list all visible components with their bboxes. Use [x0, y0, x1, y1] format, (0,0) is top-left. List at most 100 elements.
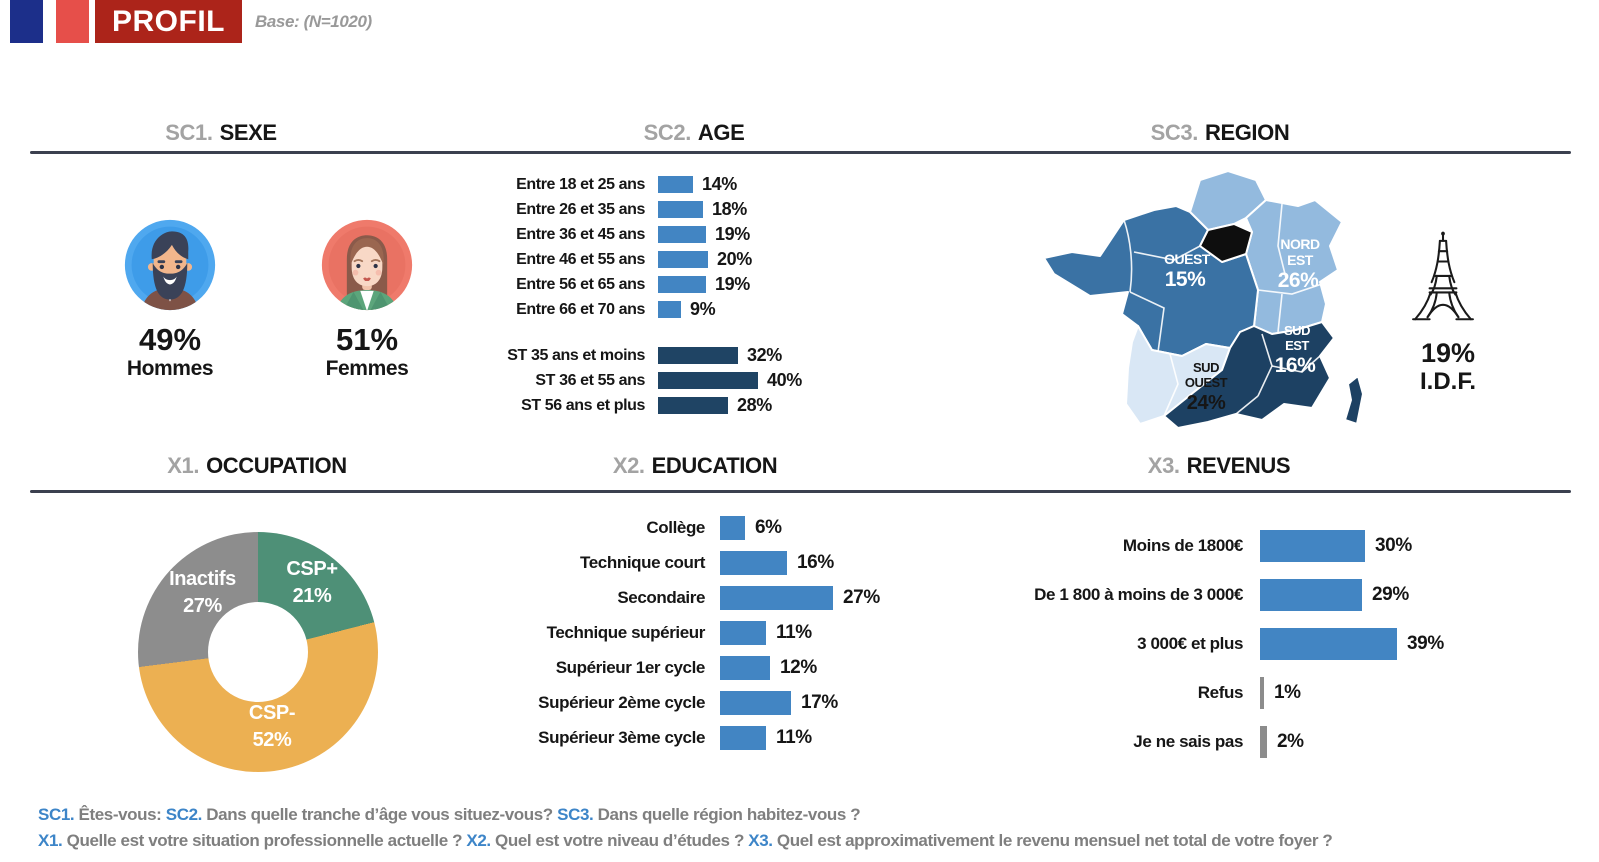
bar-value: 2% — [1277, 731, 1304, 752]
section-label: REGION — [1204, 120, 1290, 145]
bar-row: Je ne sais pas 2% — [1018, 726, 1444, 758]
bar-value: 14% — [702, 174, 737, 194]
donut-slice-name: Inactifs — [169, 568, 236, 590]
map-label-sud-est: EST — [1285, 338, 1309, 353]
section-prefix: SC1. — [165, 120, 213, 145]
footer-question-line-1: SC1. Êtes-vous: SC2. Dans quelle tranche… — [38, 802, 861, 828]
section-title-occupation: X1. OCCUPATION — [132, 453, 382, 479]
bar-label: ST 36 et 55 ans — [535, 371, 645, 389]
bar-value: 20% — [717, 249, 752, 269]
donut-slice-name: CSP- — [248, 702, 296, 724]
bar-value: 9% — [690, 299, 716, 319]
bar-value: 18% — [712, 199, 747, 219]
idf-percentage: 19% — [1420, 338, 1476, 368]
question-text: Quel est votre niveau d’études ? — [490, 831, 749, 850]
age-subtotal-bar-chart: ST 35 ans et moins 32% ST 36 et 55 ans 40% S… — [415, 345, 802, 422]
question-code: SC1. — [38, 805, 75, 824]
revenus-bar-chart: Moins de 1800€ 30% De 1 800 à moins de 3 0… — [1018, 530, 1444, 775]
bar-label: Entre 36 et 45 ans — [516, 225, 645, 243]
donut-slice-value: 27% — [183, 595, 222, 617]
bar-value: 27% — [843, 587, 880, 608]
map-value-sud-ouest: 24% — [1187, 392, 1226, 414]
bar — [720, 551, 787, 575]
bar-row: Entre 56 et 65 ans 19% — [415, 274, 752, 294]
bar — [658, 176, 693, 193]
bar-row: Entre 46 et 55 ans 20% — [415, 249, 752, 269]
map-value-nord-est: 26% — [1278, 269, 1319, 292]
eiffel-tower-icon — [1412, 231, 1474, 321]
section-title-education: X2. EDUCATION — [570, 453, 820, 479]
section-prefix: SC2. — [643, 120, 692, 145]
donut-label-csp-minus: CSP- 52% — [222, 700, 322, 754]
bar — [658, 347, 738, 364]
bar-row: Entre 18 et 25 ans 14% — [415, 174, 752, 194]
bar-row: Technique court 16% — [430, 551, 880, 575]
bar-value: 11% — [776, 727, 812, 748]
section-title-sexe: SC1. SEXE — [96, 120, 346, 146]
map-label-sud-ouest: SUD — [1193, 360, 1219, 375]
bar — [1260, 579, 1362, 611]
education-bar-chart: Collège 6% Technique court 16% Secondaire 27%… — [430, 516, 880, 761]
bar-label: ST 56 ans et plus — [521, 396, 645, 414]
bar-value: 30% — [1375, 535, 1412, 556]
question-code: X1. — [38, 831, 63, 850]
question-text: Quel est approximativement le revenu men… — [772, 831, 1333, 850]
region-inner-border — [1129, 291, 1165, 353]
bar-row: Entre 36 et 45 ans 19% — [415, 224, 752, 244]
bar-row: ST 56 ans et plus 28% — [415, 395, 802, 415]
bar-label: 3 000€ et plus — [1137, 634, 1243, 653]
section-label: SEXE — [219, 120, 278, 145]
bar — [658, 251, 708, 268]
man-avatar-icon — [124, 219, 216, 311]
region-inner-border — [1271, 355, 1321, 373]
bar-label: Entre 46 et 55 ans — [516, 250, 645, 268]
bar-label: Secondaire — [617, 588, 705, 607]
bar-row: De 1 800 à moins de 3 000€ 29% — [1018, 579, 1444, 611]
donut-label-inactifs: Inactifs 27% — [150, 566, 255, 620]
bar-value: 39% — [1407, 633, 1444, 654]
region-inner-border — [1277, 293, 1283, 333]
bar-value: 19% — [715, 274, 750, 294]
map-label-sud-est: SUD — [1284, 323, 1310, 338]
map-label-nord-est: EST — [1287, 252, 1314, 268]
map-label-sud-ouest: OUEST — [1185, 375, 1228, 390]
footer-question-line-2: X1. Quelle est votre situation professio… — [38, 828, 1333, 854]
row2-separator — [30, 490, 1571, 493]
donut-slice-value: 52% — [252, 729, 292, 751]
french-flag-blue-stripe — [10, 0, 43, 43]
donut-slice-value: 21% — [292, 585, 332, 607]
section-label: EDUCATION — [651, 453, 778, 478]
bar-label: Entre 56 et 65 ans — [516, 275, 645, 293]
question-code: SC2. — [165, 805, 203, 824]
region-inner-border — [1235, 395, 1259, 415]
bar-label: Entre 66 et 70 ans — [516, 300, 645, 318]
question-text: Dans quelle tranche d’âge vous situez-vo… — [201, 805, 558, 824]
bar — [720, 691, 791, 715]
hommes-percentage: 49% — [138, 322, 202, 357]
bar-label: Collège — [646, 518, 705, 537]
question-code: X3. — [748, 831, 773, 850]
region-inner-border — [1123, 219, 1133, 293]
region-inner-border — [1133, 245, 1201, 261]
question-code: X2. — [466, 831, 491, 850]
bar-row: Moins de 1800€ 30% — [1018, 530, 1444, 562]
section-prefix: X1. — [167, 453, 200, 478]
bar-row: Entre 66 et 70 ans 9% — [415, 299, 752, 319]
bar-row: Secondaire 27% — [430, 586, 880, 610]
bar-row: Supérieur 2ème cycle 17% — [430, 691, 880, 715]
section-title-revenus: X3. REVENUS — [1094, 453, 1344, 479]
section-prefix: X3. — [1147, 453, 1180, 478]
question-text: Dans quelle région habitez-vous ? — [593, 805, 861, 824]
map-value-sud-est: 16% — [1275, 354, 1316, 377]
bar-value: 12% — [780, 657, 817, 678]
bar-row: Supérieur 3ème cycle 11% — [430, 726, 880, 750]
bar-label: Entre 18 et 25 ans — [516, 175, 645, 193]
bar-row: Supérieur 1er cycle 12% — [430, 656, 880, 680]
bar-value: 1% — [1274, 682, 1301, 703]
section-prefix: SC3. — [1150, 120, 1199, 145]
france-region-map: OUEST 15% NORD EST 26% SUD OUEST 24% SUD… — [1043, 170, 1364, 429]
femmes-percentage: 51% — [335, 322, 399, 357]
bar-value: 32% — [747, 345, 782, 365]
region-inner-border — [1257, 283, 1323, 295]
